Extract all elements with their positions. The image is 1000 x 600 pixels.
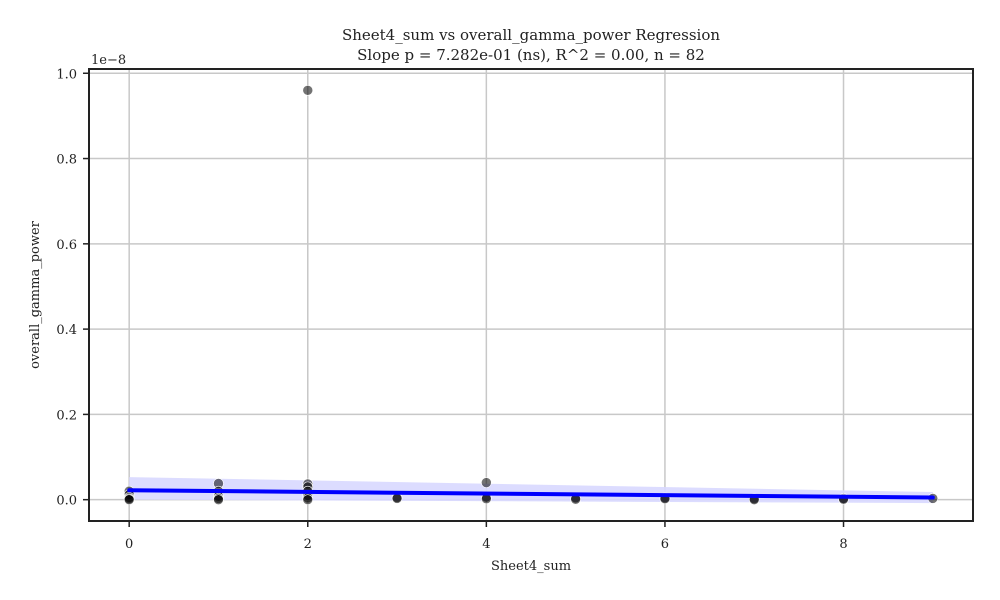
grid: [89, 69, 973, 521]
y-tick-label: 0.6: [56, 238, 77, 253]
y-tick-label: 0.8: [56, 153, 77, 168]
x-tick-label: 2: [304, 537, 312, 552]
data-point: [481, 477, 492, 488]
data-point: [123, 494, 135, 505]
regression-layer: [127, 488, 935, 500]
data-point: [302, 494, 314, 505]
y-offset-label: 1e−8: [91, 53, 126, 68]
data-point: [213, 494, 224, 505]
x-axis-label: Sheet4_sum: [491, 559, 571, 574]
y-tick-label: 1.0: [56, 67, 77, 82]
data-point: [302, 85, 314, 96]
data-points: [123, 85, 939, 505]
x-tick-label: 0: [125, 537, 133, 552]
regression-line: [127, 488, 935, 500]
y-tick-label: 0.0: [56, 494, 77, 509]
x-tick-label: 6: [661, 537, 669, 552]
y-tick-label: 0.4: [56, 323, 77, 338]
x-tick-label: 8: [839, 537, 847, 552]
chart-subtitle: Slope p = 7.282e-01 (ns), R^2 = 0.00, n …: [357, 46, 705, 64]
x-axis-ticks: 0 2 4 6 8: [125, 521, 848, 552]
y-axis-label: overall_gamma_power: [28, 220, 43, 369]
y-tick-label: 0.2: [56, 408, 77, 423]
y-axis-ticks: 0.0 0.2 0.4 0.6 0.8 1.0: [56, 67, 89, 509]
x-tick-label: 4: [482, 537, 490, 552]
chart-title: Sheet4_sum vs overall_gamma_power Regres…: [342, 26, 720, 44]
data-point: [391, 493, 403, 504]
plot-frame: [88, 68, 974, 522]
